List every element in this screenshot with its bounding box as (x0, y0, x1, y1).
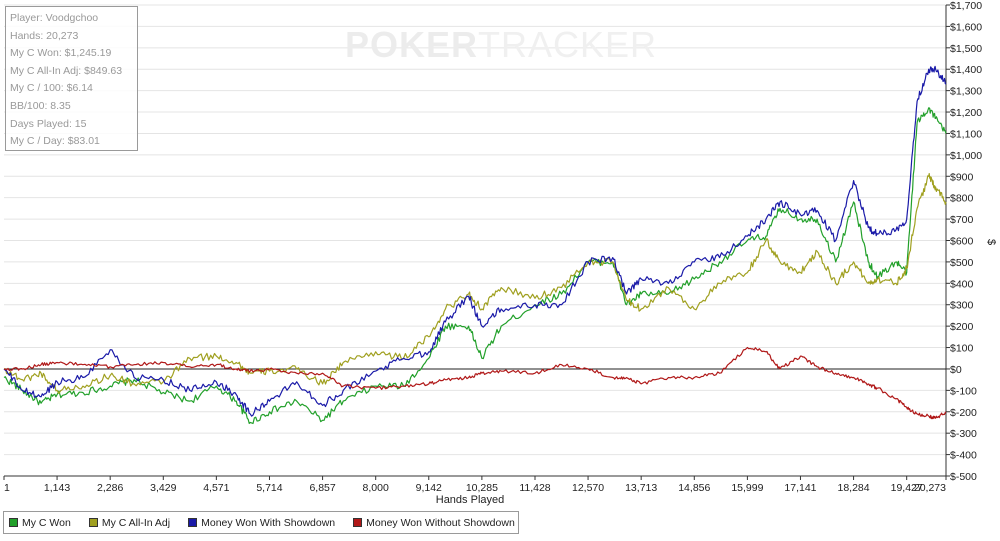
y-tick-label: $100 (950, 343, 974, 355)
legend-swatch (88, 518, 98, 527)
y-tick-label: $-400 (950, 450, 977, 462)
x-tick-label: 19,427 (891, 482, 923, 494)
y-tick-label: $1,400 (950, 64, 982, 76)
y-tick-label: $200 (950, 321, 974, 333)
series-line-my-c-all-in-adj (3, 173, 947, 394)
legend-label: Money Won Without Showdown (366, 516, 515, 529)
stat-line: Days Played: 15 (10, 117, 87, 130)
y-tick-label: $400 (950, 278, 974, 290)
x-tick-label: 1,143 (44, 482, 70, 494)
y-tick-label: $-100 (950, 385, 977, 397)
y-tick-label: $700 (950, 214, 974, 226)
x-tick-label: 11,428 (519, 482, 550, 494)
x-tick-label: 2,286 (97, 482, 123, 494)
x-tick-label: 9,142 (416, 482, 442, 494)
x-tick-label: 14,856 (678, 482, 710, 494)
y-tick-label: $1,700 (950, 0, 982, 12)
y-tick-label: $500 (950, 257, 974, 269)
legend-label: My C Won (22, 516, 71, 529)
legend-item: Money Won With Showdown (188, 517, 335, 529)
x-tick-label: 15,999 (731, 482, 763, 494)
y-tick-label: $1,100 (950, 128, 982, 140)
legend-item: My C Won (9, 517, 71, 529)
stat-line: My C Won: $1,245.19 (10, 47, 112, 60)
y-axis-label: $ (985, 239, 997, 245)
y-tick-label: $1,000 (950, 150, 982, 162)
pokertracker-watermark: POKERTRACKER (345, 24, 658, 65)
y-tick-label: $-200 (950, 407, 977, 419)
player-stats-box: Player: Voodgchoo Hands: 20,273 My C Won: … (5, 6, 138, 151)
legend-item: Money Won Without Showdown (353, 517, 515, 529)
gridlines (4, 4, 946, 477)
series-line-money-won-with-showdown (3, 65, 947, 417)
y-tick-label: $800 (950, 193, 974, 205)
legend-swatch (9, 518, 18, 527)
legend-swatch (188, 518, 198, 527)
x-tick-label: 3,429 (150, 482, 176, 494)
x-axis-ticks: 1 1,143 2,286 3,429 4,571 5,714 6,857 8,000 9,14… (3, 476, 947, 494)
y-tick-label: $900 (950, 171, 974, 183)
y-tick-label: $1,500 (950, 43, 982, 55)
x-tick-label: 10,285 (466, 482, 498, 494)
stat-line: BB/100: 8.35 (10, 99, 71, 112)
stat-line: Hands: 20,273 (10, 29, 79, 42)
series-lines (3, 65, 947, 425)
stat-line: Player: Voodgchoo (10, 12, 99, 24)
stat-line: My C / 100: $6.14 (10, 82, 93, 95)
x-axis-label: Hands Played (436, 494, 505, 506)
y-tick-label: $-300 (950, 428, 977, 440)
y-tick-label: $1,600 (950, 21, 982, 33)
y-axis-ticks: $-500 $-400 $-300 $-200 $-100 $0 $100 $200 $300 $… (946, 0, 982, 483)
stat-line: My C / Day: $83.01 (10, 135, 100, 148)
legend-label: My C All-In Adj (101, 516, 171, 529)
y-tick-label: $1,200 (950, 107, 982, 119)
y-tick-label: $300 (950, 300, 974, 312)
series-line-money-won-without-showdown (3, 346, 947, 420)
stat-line: My C All-In Adj: $849.63 (10, 64, 123, 77)
x-tick-label: 6,857 (309, 482, 335, 494)
y-tick-label: $-500 (950, 471, 977, 483)
legend-swatch (353, 518, 363, 527)
legend-label: Money Won With Showdown (201, 516, 336, 529)
x-tick-label: 5,714 (256, 482, 282, 494)
x-tick-label: 1 (4, 482, 10, 494)
x-tick-label: 4,571 (203, 482, 229, 494)
legend-item: My C All-In Adj (88, 516, 171, 529)
x-tick-label: 8,000 (363, 482, 389, 494)
y-tick-label: $1,300 (950, 86, 982, 98)
x-tick-label: 20,273 (914, 482, 946, 494)
x-tick-label: 18,284 (838, 482, 870, 494)
x-tick-label: 13,713 (625, 482, 657, 494)
y-tick-label: $0 (950, 364, 962, 376)
x-tick-label: 12,570 (572, 482, 604, 494)
x-tick-label: 17,141 (784, 482, 816, 494)
y-tick-label: $600 (950, 236, 974, 248)
chart-legend: My C Won My C All-In Adj Money Won With Sh… (3, 511, 519, 534)
